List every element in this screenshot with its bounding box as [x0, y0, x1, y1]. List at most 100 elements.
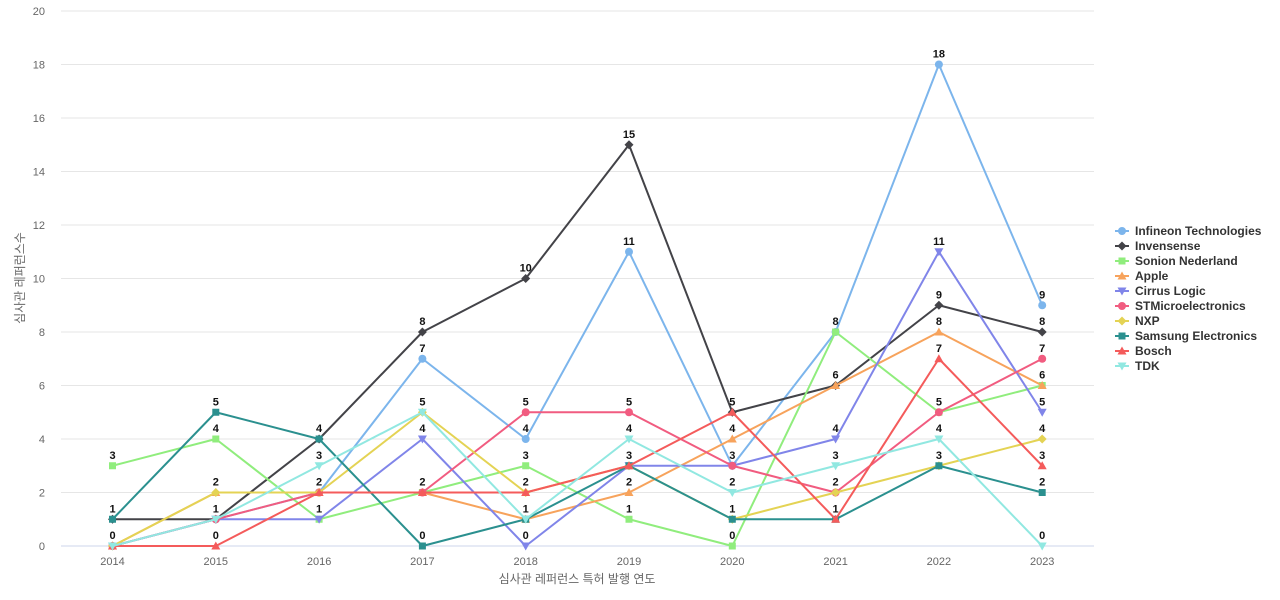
- data-label: 2: [1039, 477, 1045, 489]
- y-tick-label: 12: [33, 220, 45, 232]
- data-point: [212, 435, 220, 443]
- data-label: 2: [316, 477, 322, 489]
- data-point: [624, 140, 634, 150]
- data-label: 2: [213, 477, 219, 489]
- y-tick-label: 20: [33, 6, 45, 18]
- x-tick-label: 2021: [823, 556, 847, 568]
- data-point: [417, 408, 427, 417]
- series-tdk: [108, 408, 1047, 551]
- data-label: 2: [833, 477, 839, 489]
- series-stmicroelectronics: [108, 354, 1047, 550]
- data-point: [934, 354, 944, 363]
- data-point: [934, 408, 943, 417]
- data-point: [727, 434, 737, 443]
- data-point: [109, 462, 116, 470]
- data-label: 4: [316, 423, 323, 435]
- data-point: [935, 462, 943, 470]
- data-label: 7: [419, 343, 425, 355]
- legend-item-nxp[interactable]: NXP: [1115, 314, 1160, 328]
- data-point: [831, 435, 841, 444]
- data-point: [522, 462, 530, 470]
- series-cirrus-logic: [108, 248, 1047, 551]
- legend-item-cirrus-logic[interactable]: Cirrus Logic: [1115, 284, 1206, 298]
- data-label: 4: [419, 423, 426, 435]
- data-label: 3: [109, 450, 115, 462]
- series-lines: [108, 60, 1047, 551]
- legend-item-invensense[interactable]: Invensense: [1115, 239, 1201, 253]
- y-axis-title: 심사관 레퍼런스수: [13, 232, 27, 324]
- y-tick-label: 18: [33, 60, 45, 72]
- legend-item-sonion-nederland[interactable]: Sonion Nederland: [1115, 254, 1238, 268]
- data-point: [109, 515, 116, 523]
- data-point: [934, 300, 944, 310]
- series-line: [111, 411, 1044, 547]
- data-point: [624, 488, 634, 496]
- data-point: [934, 248, 944, 257]
- legend-item-infineon-technologies[interactable]: Infineon Technologies: [1115, 224, 1262, 238]
- x-tick-label: 2022: [927, 556, 951, 568]
- legend-item-bosch[interactable]: Bosch: [1115, 344, 1172, 358]
- data-point: [108, 542, 117, 551]
- data-point: [831, 488, 841, 497]
- data-point: [831, 381, 841, 389]
- data-label: 4: [1039, 423, 1046, 435]
- legend-label: Bosch: [1135, 344, 1172, 358]
- y-tick-label: 6: [39, 381, 45, 393]
- legend-label: Samsung Electronics: [1135, 329, 1257, 343]
- legend-label: NXP: [1135, 314, 1160, 328]
- data-point: [624, 435, 634, 444]
- data-point: [418, 542, 426, 550]
- x-tick-label: 2017: [410, 556, 434, 568]
- data-label: 6: [1039, 370, 1045, 382]
- legend-item-stmicroelectronics[interactable]: STMicroelectronics: [1115, 299, 1246, 313]
- data-point: [934, 435, 944, 444]
- legend-label: STMicroelectronics: [1135, 299, 1246, 313]
- data-point: [728, 542, 736, 550]
- data-label: 5: [1039, 396, 1045, 408]
- y-tick-label: 0: [39, 541, 45, 553]
- legend-label: Sonion Nederland: [1135, 254, 1238, 268]
- legend-item-samsung-electronics[interactable]: Samsung Electronics: [1115, 329, 1257, 343]
- data-point: [315, 435, 323, 443]
- data-point: [625, 247, 633, 256]
- data-label: 1: [626, 503, 632, 515]
- data-point: [625, 515, 633, 523]
- legend-marker: [1117, 287, 1127, 296]
- legend-label: Infineon Technologies: [1135, 224, 1262, 238]
- data-point: [831, 514, 841, 523]
- legend-marker: [1117, 362, 1127, 371]
- data-label: 6: [833, 370, 839, 382]
- data-label: 1: [316, 503, 322, 515]
- data-point: [417, 327, 427, 337]
- x-tick-label: 2019: [617, 556, 641, 568]
- data-label: 15: [623, 129, 635, 141]
- data-label: 5: [936, 396, 942, 408]
- data-label: 1: [109, 503, 115, 515]
- data-label: 3: [626, 450, 632, 462]
- legend-item-apple[interactable]: Apple: [1115, 269, 1169, 283]
- data-label: 5: [419, 396, 425, 408]
- data-label: 2: [729, 477, 735, 489]
- data-point: [625, 408, 633, 417]
- series-line: [111, 357, 1044, 547]
- data-point: [212, 408, 220, 416]
- data-point: [211, 515, 221, 524]
- data-label: 4: [729, 423, 736, 435]
- data-label: 0: [729, 530, 735, 542]
- data-label: 9: [1039, 289, 1045, 301]
- data-point: [1037, 327, 1047, 337]
- y-tick-label: 8: [39, 327, 45, 339]
- data-label: 5: [523, 396, 529, 408]
- data-label: 2: [523, 477, 529, 489]
- data-point: [1037, 542, 1047, 551]
- data-point: [831, 462, 841, 471]
- x-axis-ticks: 2014 2015 2016 2017 2018 2019 2020 2021 2022 2023: [100, 556, 1054, 568]
- legend-item-tdk[interactable]: TDK: [1115, 359, 1160, 373]
- data-label: 2: [419, 477, 425, 489]
- x-axis-title: 심사관 레퍼런스 특허 발행 연도: [499, 571, 656, 586]
- x-tick-label: 2014: [100, 556, 124, 568]
- data-point: [314, 515, 324, 524]
- y-tick-label: 16: [33, 113, 45, 125]
- data-label: 3: [523, 450, 529, 462]
